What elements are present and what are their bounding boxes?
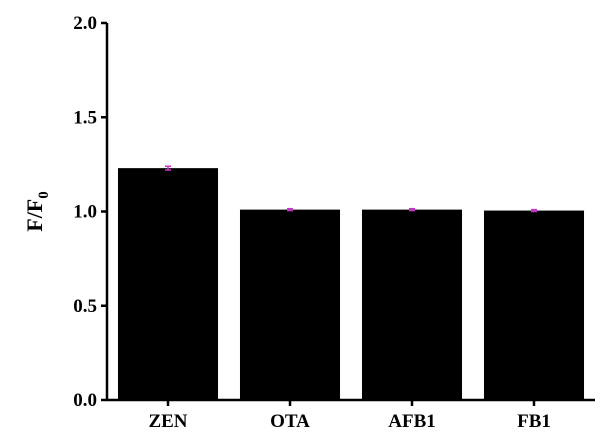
bar-fb1 — [483, 210, 585, 400]
x-ticks-group: ZEN OTA AFB1 FB1 — [148, 400, 551, 432]
y-axis-title-main: F/F — [22, 199, 47, 232]
y-axis-title: F/F0 — [22, 191, 52, 232]
y-tick-label: 1.5 — [73, 107, 97, 128]
bar-ota — [239, 209, 341, 400]
bar-afb1 — [361, 209, 463, 400]
bars-group — [117, 168, 585, 400]
bar-zen — [117, 168, 219, 400]
y-ticks-group: 0.0 0.5 1.0 1.5 2.0 — [73, 13, 107, 411]
x-tick-label: OTA — [270, 411, 310, 432]
x-tick-label: ZEN — [148, 411, 187, 432]
x-tick-label: AFB1 — [388, 411, 436, 432]
y-axis-title-subscript: 0 — [36, 191, 52, 199]
y-tick-label: 0.0 — [73, 390, 97, 411]
y-tick-label: 2.0 — [73, 13, 97, 34]
y-tick-label: 0.5 — [73, 296, 97, 317]
error-bars-group — [165, 165, 537, 213]
y-tick-label: 1.0 — [73, 202, 97, 223]
x-tick-label: FB1 — [517, 411, 551, 432]
